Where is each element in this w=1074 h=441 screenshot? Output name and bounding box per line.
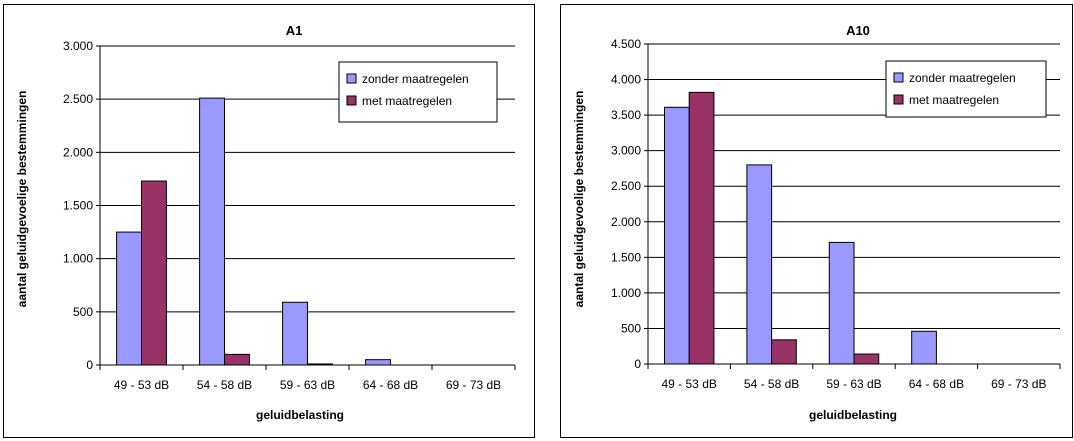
x-tick-label: 69 - 73 dB [446,378,501,392]
bar-zonder-maatregelen [663,106,690,365]
chart-title: A1 [286,23,303,38]
bar-zonder-maatregelen [365,359,392,366]
y-tick-label: 500 [621,321,641,335]
legend-swatch [346,95,357,106]
y-tick-label: 3.000 [63,39,93,53]
legend-swatch [893,94,904,105]
bar-zonder-maatregelen [282,301,309,366]
bar-zonder-maatregelen [911,330,937,365]
y-tick-label: 4.500 [611,37,641,51]
y-tick-label: 2.000 [611,215,641,229]
bar-met-maatregelen [853,353,880,365]
y-tick-label: 1.000 [63,252,93,266]
x-tick-label: 64 - 68 dB [363,378,418,392]
y-tick-label: 0 [634,357,641,371]
legend-box [338,61,498,123]
y-tick-label: 1.500 [63,199,93,213]
bar-met-maatregelen [771,339,797,365]
x-tick-label: 49 - 53 dB [662,377,717,391]
y-tick-label: 1.000 [611,286,641,300]
chart-a10: A10 geluidbelasting aantal geluidgevoeli… [560,4,1073,438]
x-tick-label: 64 - 68 dB [909,377,964,391]
legend-label: met maatregelen [909,93,999,107]
legend-label: zonder maatregelen [362,72,469,86]
chart-a10-svg: A10 geluidbelasting aantal geluidgevoeli… [572,23,1061,422]
bar-met-maatregelen [224,353,250,366]
bar-met-maatregelen [688,91,715,365]
legend: zonder maatregelen met maatregelen [885,60,1047,118]
legend: zonder maatregelen met maatregelen [338,61,498,123]
y-tick-label: 2.500 [611,179,641,193]
y-tick-label: 1.500 [611,250,641,264]
x-axis-label: geluidbelasting [256,408,344,422]
y-tick-label: 4.000 [611,73,641,87]
x-tick-label: 54 - 58 dB [744,377,799,391]
y-axis-label: aantal geluidgevoelige bestemmingen [15,91,29,308]
x-tick-label: 59 - 63 dB [280,378,335,392]
bar-zonder-maatregelen [746,164,773,365]
chart-title: A10 [846,23,870,38]
y-axis-label: aantal geluidgevoelige bestemmingen [572,91,586,308]
x-tick-label: 54 - 58 dB [197,378,252,392]
y-tick-label: 2.000 [63,145,93,159]
x-tick-label: 69 - 73 dB [991,377,1046,391]
bar-zonder-maatregelen [828,241,855,365]
y-tick-label: 500 [73,305,93,319]
chart-a1: A1 geluidbelasting aantal geluidgevoelig… [3,4,535,438]
legend-box [885,60,1047,118]
x-tick-label: 49 - 53 dB [114,378,169,392]
bar-zonder-maatregelen [116,231,142,366]
bar-zonder-maatregelen [199,97,226,366]
x-tick-label: 59 - 63 dB [826,377,881,391]
y-tick-label: 3.000 [611,144,641,158]
y-tick-label: 0 [86,358,93,372]
x-axis-label: geluidbelasting [809,408,897,422]
legend-swatch [893,72,904,83]
bar-met-maatregelen [141,180,167,366]
y-tick-label: 3.500 [611,108,641,122]
y-tick-label: 2.500 [63,92,93,106]
legend-swatch [346,73,357,84]
chart-a1-svg: A1 geluidbelasting aantal geluidgevoelig… [15,23,516,422]
legend-label: zonder maatregelen [909,71,1016,85]
legend-label: met maatregelen [362,94,452,108]
